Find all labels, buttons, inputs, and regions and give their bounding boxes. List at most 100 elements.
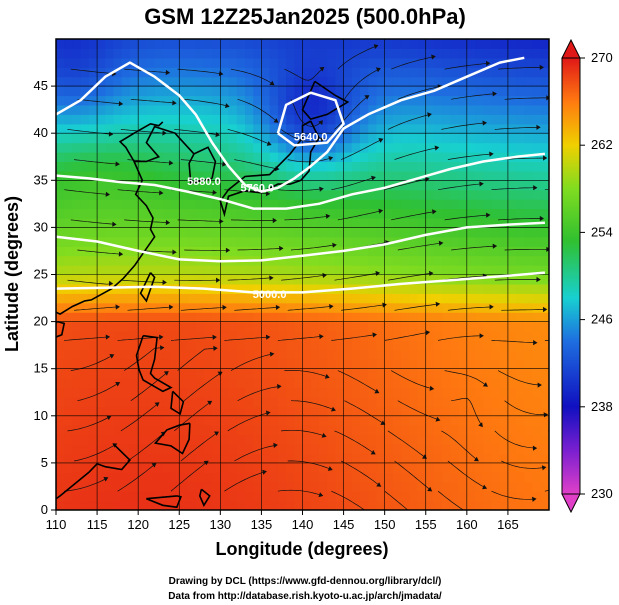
field-cell <box>491 152 501 162</box>
field-cell <box>286 293 295 304</box>
field-cell <box>154 170 164 181</box>
field-cell <box>376 161 386 172</box>
field-cell <box>146 76 156 87</box>
streamline <box>77 98 120 105</box>
field-cell <box>384 283 394 294</box>
x-tick-label: 115 <box>87 517 108 532</box>
field-cell <box>72 331 82 341</box>
field-cell <box>417 472 427 483</box>
streamline <box>117 464 155 492</box>
field-cell <box>121 434 131 445</box>
field-cell <box>310 227 320 238</box>
field-cell <box>64 114 73 125</box>
field-cell <box>113 199 123 210</box>
field-cell <box>507 387 517 398</box>
streamline <box>391 211 434 221</box>
field-cell <box>434 152 443 162</box>
field-cell <box>129 368 139 379</box>
field-cell <box>425 387 435 398</box>
field-cell <box>351 321 361 332</box>
field-cell <box>540 453 549 464</box>
field-cell <box>97 368 106 379</box>
field-cell <box>499 349 509 360</box>
field-cell <box>212 236 221 247</box>
temperature-field <box>56 39 549 510</box>
field-cell <box>425 152 435 162</box>
field-cell <box>245 76 254 87</box>
field-cell <box>146 500 156 510</box>
field-cell <box>327 406 336 417</box>
field-cell <box>327 67 336 78</box>
field-cell <box>310 500 320 510</box>
field-cell <box>146 378 156 389</box>
field-cell <box>88 444 98 455</box>
streamline-arrow <box>479 181 484 187</box>
field-cell <box>171 378 180 389</box>
field-cell <box>425 227 435 238</box>
streamline <box>67 417 109 432</box>
field-cell <box>72 189 82 200</box>
field-cell <box>507 208 517 219</box>
field-cell <box>475 104 484 115</box>
field-cell <box>64 462 73 473</box>
field-cell <box>236 302 246 313</box>
field-cell <box>286 199 295 210</box>
field-cell <box>253 180 262 191</box>
field-cell <box>466 114 476 125</box>
field-cell <box>318 491 328 502</box>
field-cell <box>310 406 320 417</box>
field-cell <box>368 481 377 492</box>
field-cell <box>261 340 271 351</box>
field-cell <box>129 359 139 370</box>
streamline-arrow <box>482 120 487 126</box>
field-cell <box>376 340 386 351</box>
field-cell <box>121 236 131 247</box>
field-cell <box>318 293 328 304</box>
field-cell <box>261 434 271 445</box>
field-cell <box>146 265 156 276</box>
field-cell <box>540 265 549 276</box>
field-cell <box>392 189 402 200</box>
streamline-arrow <box>103 476 109 482</box>
field-cell <box>146 86 156 97</box>
field-cell <box>524 321 534 332</box>
field-cell <box>179 265 189 276</box>
field-cell <box>195 321 205 332</box>
field-cell <box>80 349 90 360</box>
field-cell <box>113 406 123 417</box>
field-cell <box>269 491 279 502</box>
field-cell <box>302 57 312 68</box>
field-cell <box>310 86 320 97</box>
field-cell <box>360 283 369 294</box>
field-cell <box>187 444 197 455</box>
field-cell <box>434 189 443 200</box>
field-cell <box>261 387 271 398</box>
field-cell <box>277 255 287 266</box>
field-cell <box>72 425 82 436</box>
field-cell <box>286 472 295 483</box>
y-axis-label: Latitude (degrees) <box>2 196 22 352</box>
field-cell <box>491 293 501 304</box>
field-cell <box>179 86 189 97</box>
field-cell <box>97 189 106 200</box>
height-contour <box>276 91 345 147</box>
field-cell <box>384 199 394 210</box>
field-cell <box>286 255 295 266</box>
field-cell <box>409 340 419 351</box>
field-cell <box>442 406 451 417</box>
field-cell <box>310 444 320 455</box>
field-cell <box>212 491 221 502</box>
field-cell <box>269 170 279 181</box>
field-cell <box>56 368 65 379</box>
streamline <box>77 383 118 402</box>
field-cell <box>302 227 312 238</box>
field-cell <box>245 425 254 436</box>
field-cell <box>417 491 427 502</box>
field-cell <box>105 491 115 502</box>
field-cell <box>113 274 123 285</box>
field-cell <box>105 76 115 87</box>
field-cell <box>97 123 106 134</box>
x-axis-ticks: 110 115 120 125 130 135 140 145 150 155 160 165 <box>46 510 519 532</box>
field-cell <box>64 340 73 351</box>
